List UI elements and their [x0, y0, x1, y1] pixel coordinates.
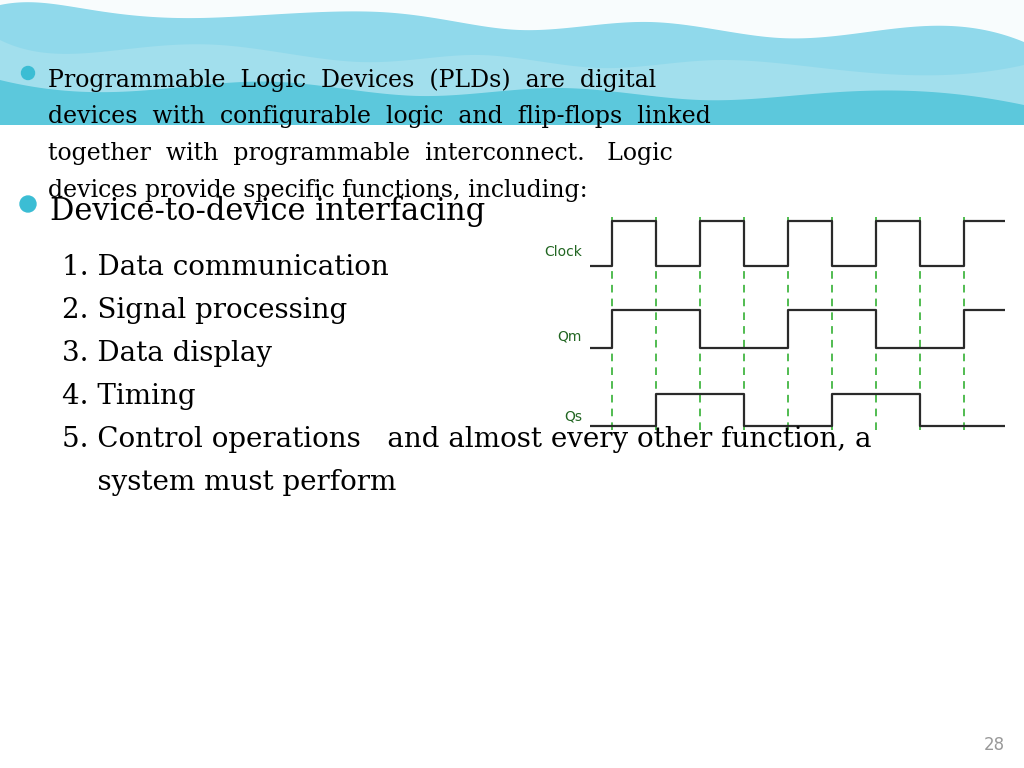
- Text: devices provide specific functions, including:: devices provide specific functions, incl…: [48, 179, 588, 202]
- Text: 2. Signal processing: 2. Signal processing: [62, 297, 347, 324]
- Text: Qm: Qm: [558, 329, 582, 343]
- Text: together  with  programmable  interconnect.   Logic: together with programmable interconnect.…: [48, 142, 673, 165]
- Text: devices  with  configurable  logic  and  flip-flops  linked: devices with configurable logic and flip…: [48, 105, 711, 128]
- Bar: [0, 0, 1024, 130]
- Text: 28: 28: [984, 736, 1005, 754]
- Text: Device-to-device interfacing: Device-to-device interfacing: [50, 196, 485, 227]
- Text: Clock: Clock: [544, 246, 582, 260]
- Text: 3. Data display: 3. Data display: [62, 340, 272, 367]
- Bar: [0, 125, 1024, 768]
- Text: Programmable  Logic  Devices  (PLDs)  are  digital: Programmable Logic Devices (PLDs) are di…: [48, 68, 656, 91]
- Polygon shape: [0, 0, 1024, 42]
- Text: 4. Timing: 4. Timing: [62, 383, 196, 410]
- Text: 1. Data communication: 1. Data communication: [62, 254, 389, 281]
- Polygon shape: [0, 0, 1024, 75]
- Text: 5. Control operations   and almost every other function, a: 5. Control operations and almost every o…: [62, 426, 871, 453]
- Circle shape: [20, 196, 36, 212]
- Circle shape: [22, 67, 35, 80]
- Text: system must perform: system must perform: [62, 469, 396, 496]
- Text: Qs: Qs: [564, 409, 582, 423]
- Polygon shape: [0, 0, 1024, 105]
